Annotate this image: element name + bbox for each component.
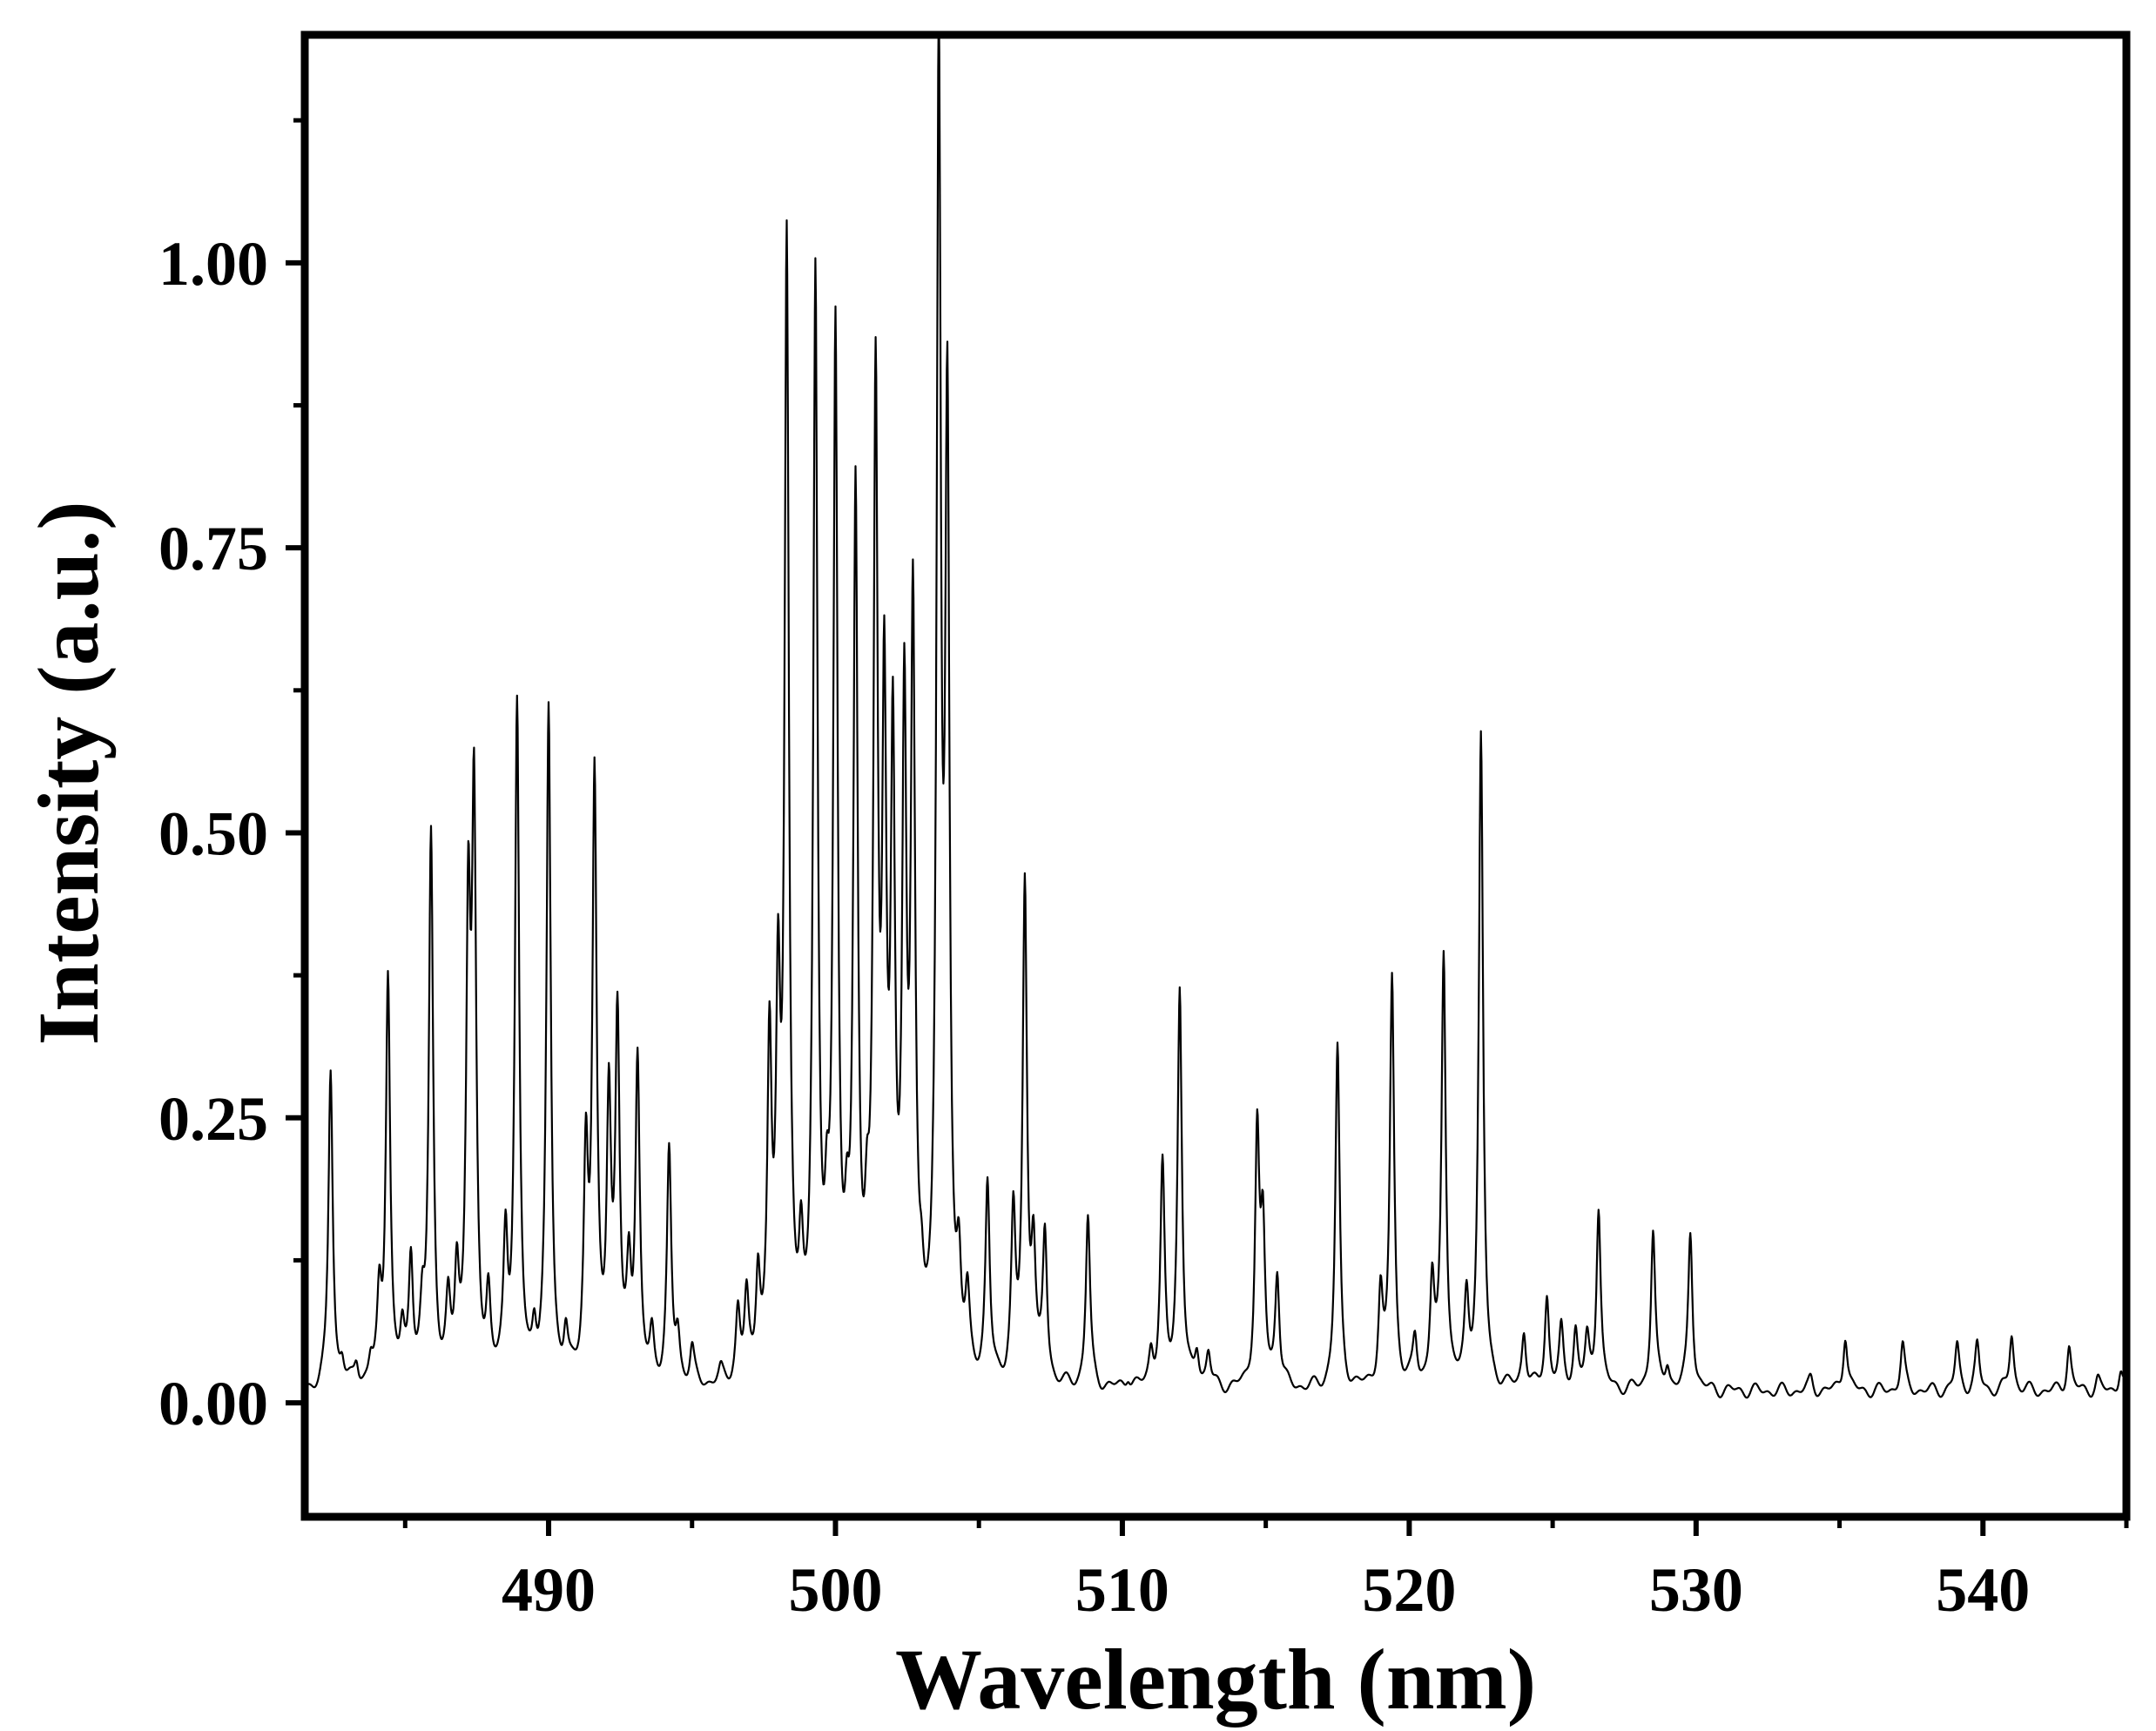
x-tick-label: 530 xyxy=(1649,1555,1743,1625)
y-tick-label: 1.00 xyxy=(158,229,268,299)
x-tick-label: 510 xyxy=(1075,1555,1169,1625)
x-axis-ticks: 490 500 510 520 530 540 xyxy=(402,1517,2129,1625)
y-tick-label: 0.75 xyxy=(158,514,268,583)
x-tick-label: 540 xyxy=(1936,1555,2030,1625)
y-axis-ticks: 0.00 0.25 0.50 0.75 1.00 xyxy=(158,118,305,1438)
y-axis-title: Intensity (a.u.) xyxy=(20,501,117,1045)
x-tick-label: 490 xyxy=(502,1555,596,1625)
y-tick-label: 0.50 xyxy=(158,798,268,868)
y-tick-label: 0.25 xyxy=(158,1084,268,1154)
plot-frame xyxy=(300,30,2131,1521)
y-tick-label: 0.00 xyxy=(158,1369,268,1438)
x-axis-title: Wavelength (nm) xyxy=(895,1631,1536,1728)
x-tick-label: 500 xyxy=(788,1555,882,1625)
intensity-spectrum-line xyxy=(305,35,2126,1399)
x-tick-label: 520 xyxy=(1362,1555,1456,1625)
